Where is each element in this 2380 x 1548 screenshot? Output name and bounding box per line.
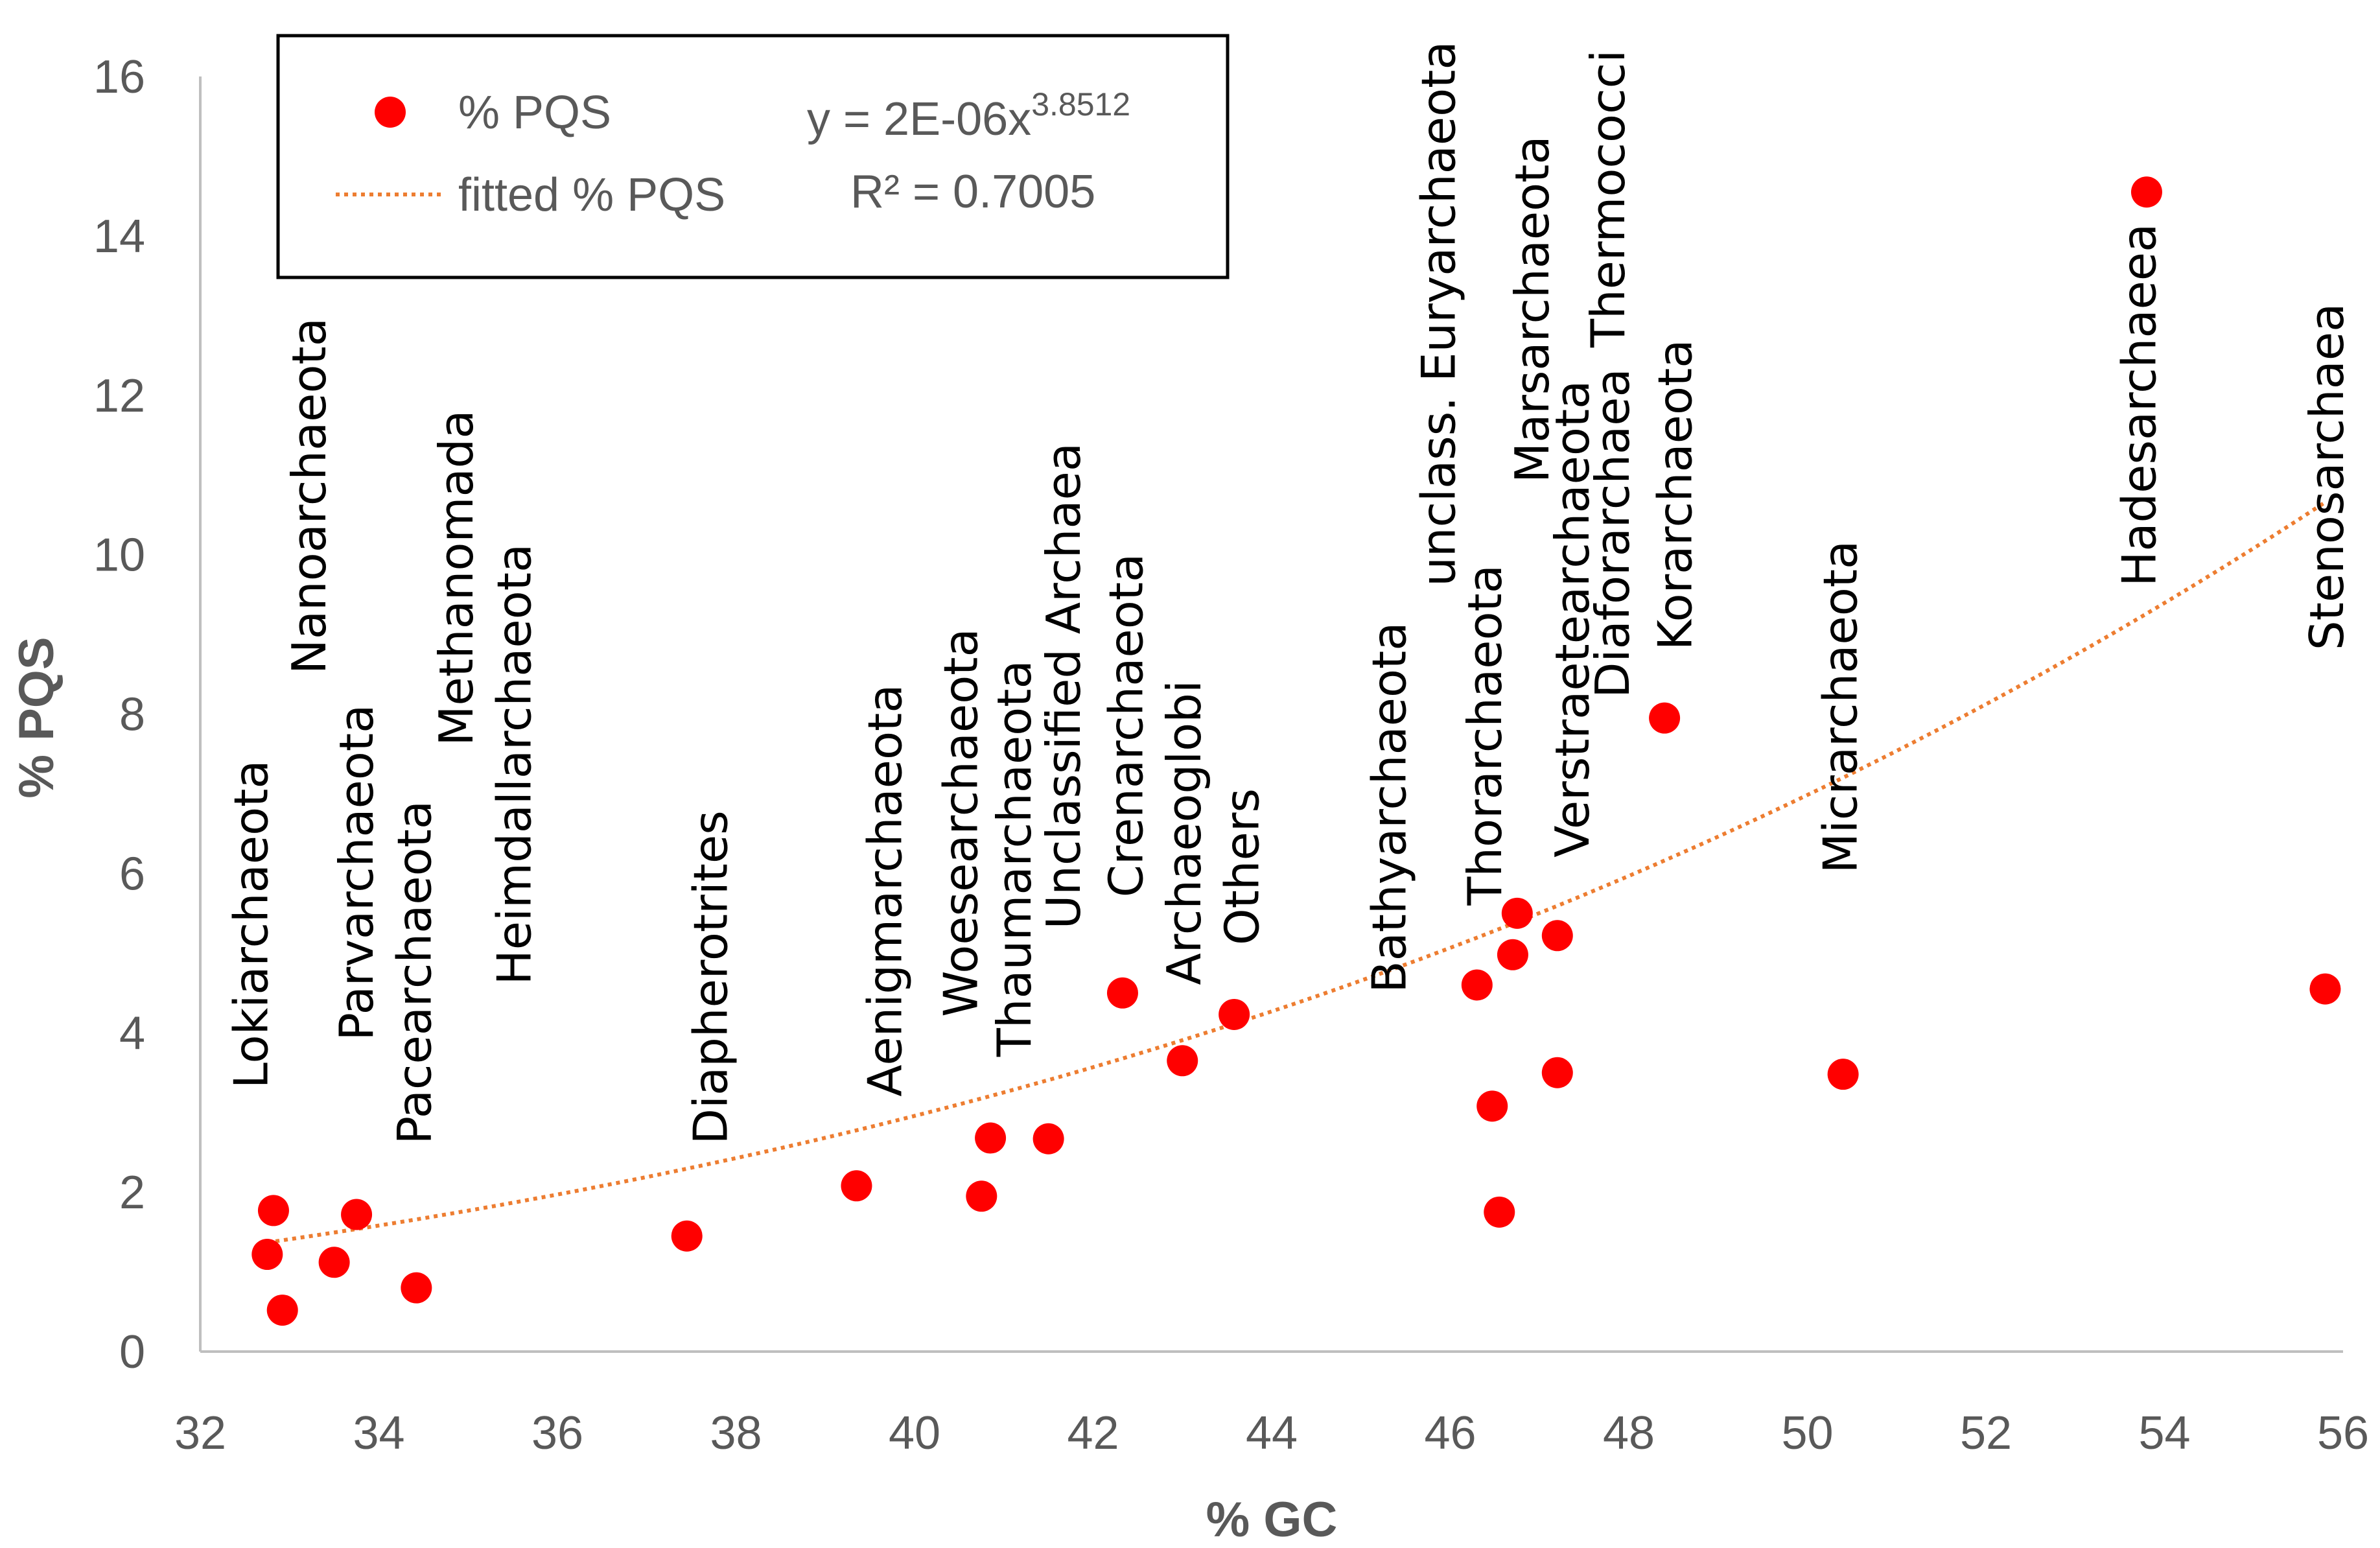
- x-tick-label: 44: [1246, 1407, 1298, 1459]
- y-tick-label: 4: [119, 1007, 145, 1059]
- y-tick-label: 14: [93, 211, 145, 263]
- annotation-layer: Lokiarchaeota Nanoarchaeota Parvarchaeota P…: [224, 41, 2354, 1145]
- phylum-label: Aenigmarchaeota: [858, 685, 912, 1097]
- x-tick-label: 42: [1067, 1407, 1119, 1459]
- data-point: [671, 1220, 703, 1252]
- data-point: [1497, 939, 1528, 970]
- points-layer: [251, 176, 2341, 1326]
- phylum-label: Micrarchaeota: [1813, 541, 1867, 874]
- legend-marker-points: [375, 97, 406, 128]
- phylum-label: Unclassified Archaea: [1036, 443, 1091, 929]
- y-tick-label: 2: [119, 1167, 145, 1219]
- x-tick-label: 46: [1424, 1407, 1476, 1459]
- data-point: [266, 1295, 298, 1326]
- phylum-label: Nanoarchaeota: [282, 318, 336, 674]
- data-point: [841, 1170, 872, 1202]
- data-point: [1461, 969, 1493, 1001]
- phylum-label: Bathyarchaeota: [1362, 622, 1417, 993]
- phylum-label: Others: [1215, 788, 1269, 945]
- legend-box: [276, 34, 1230, 279]
- y-tick-label: 16: [93, 51, 145, 103]
- data-point: [1476, 1090, 1508, 1122]
- data-point: [251, 1239, 283, 1271]
- data-point: [1484, 1196, 1515, 1228]
- phylum-label: Thaumarchaeota: [987, 660, 1042, 1057]
- y-tick-label: 8: [119, 689, 145, 741]
- data-point: [1827, 1059, 1859, 1090]
- data-point: [1106, 977, 1138, 1009]
- x-tick-label: 48: [1603, 1407, 1655, 1459]
- legend-label-points: % PQS: [458, 87, 611, 139]
- phylum-label: Woesearchaeota: [933, 628, 988, 1016]
- data-point: [2130, 176, 2162, 208]
- data-point: [1167, 1045, 1198, 1077]
- phylum-label: unclass. Euryarchaeota: [1411, 41, 1465, 587]
- phylum-label: Stenosarchaea: [2300, 303, 2354, 650]
- data-point: [975, 1122, 1007, 1154]
- x-tick-label: 56: [2317, 1407, 2369, 1459]
- data-point: [401, 1272, 432, 1304]
- legend-equation: y = 2E-06x3.8512: [807, 86, 1130, 145]
- trendline: [266, 500, 2327, 1245]
- x-tick-label: 40: [889, 1407, 940, 1459]
- phylum-label: Crenarchaeota: [1099, 554, 1153, 897]
- x-axis-title: % GC: [1206, 1492, 1338, 1547]
- data-point: [257, 1195, 289, 1226]
- phylum-label: Thermococci: [1581, 50, 1635, 348]
- x-tick-label: 54: [2138, 1407, 2190, 1459]
- phylum-label: Korarchaeota: [1648, 340, 1702, 650]
- phylum-label: Pacearchaeota: [387, 801, 441, 1144]
- phylum-label: Marsarchaeota: [1505, 135, 1559, 483]
- x-tick-label: 36: [531, 1407, 583, 1459]
- data-point: [2309, 973, 2341, 1005]
- y-tick-label: 0: [119, 1326, 145, 1378]
- data-point: [966, 1180, 998, 1212]
- phylum-label: Heimdallarchaeota: [487, 544, 542, 985]
- phylum-label: Lokiarchaeota: [224, 760, 278, 1089]
- phylum-label: Archaeoglobi: [1157, 680, 1211, 985]
- x-tick-label: 34: [353, 1407, 404, 1459]
- phylum-label: Verstraetearchaeota: [1545, 381, 1600, 858]
- trendline-layer: [266, 500, 2327, 1245]
- legend: % PQS fitted % PQS y = 2E-06x3.8512 R² =…: [276, 34, 1230, 279]
- legend-label-trend: fitted % PQS: [458, 169, 725, 221]
- data-point: [1501, 897, 1533, 929]
- phylum-label: Thorarchaeota: [1458, 565, 1512, 906]
- legend-equation-exponent: 3.8512: [1031, 86, 1130, 123]
- phylum-label: Parvarchaeota: [329, 705, 384, 1041]
- phylum-label: Diapherotrites: [684, 810, 738, 1144]
- x-tick-label: 32: [174, 1407, 226, 1459]
- y-tick-label: 12: [93, 370, 145, 422]
- y-tick-label: 6: [119, 848, 145, 900]
- x-tick-label: 38: [710, 1407, 762, 1459]
- data-point: [1219, 998, 1250, 1030]
- y-axis-title: % PQS: [9, 637, 64, 798]
- data-point: [1541, 1057, 1573, 1088]
- x-tick-label: 52: [1960, 1407, 2012, 1459]
- legend-r-squared: R² = 0.7005: [850, 166, 1095, 218]
- y-tick-label: 10: [93, 530, 145, 581]
- data-point: [341, 1199, 373, 1230]
- data-point: [318, 1247, 350, 1278]
- phylum-label: Hadesarchaeea: [2112, 224, 2167, 587]
- phylum-label: Diaforarchaea: [1585, 368, 1640, 698]
- data-point: [1541, 920, 1573, 952]
- data-point: [1032, 1123, 1064, 1155]
- data-point: [1649, 702, 1681, 734]
- legend-equation-base: y = 2E-06x: [807, 93, 1031, 145]
- phylum-label: Methanomada: [429, 410, 484, 746]
- x-tick-label: 50: [1781, 1407, 1833, 1459]
